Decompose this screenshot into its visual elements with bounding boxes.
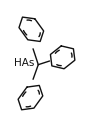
- Text: HAs: HAs: [14, 58, 34, 68]
